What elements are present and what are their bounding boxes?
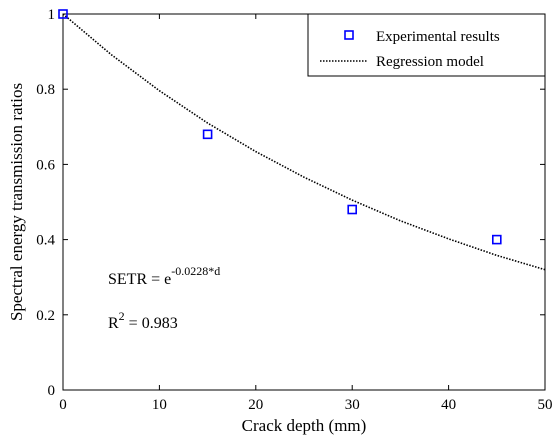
legend-marker-experimental bbox=[344, 30, 354, 40]
x-tick-label: 10 bbox=[152, 397, 167, 413]
plot-area bbox=[62, 13, 546, 391]
legend-label-experimental: Experimental results bbox=[376, 29, 500, 45]
experimental-point bbox=[491, 234, 502, 245]
x-tick-label: 20 bbox=[248, 397, 263, 413]
r2-annotation: R2 = 0.983 bbox=[108, 309, 178, 332]
r2-exponent: 2 bbox=[119, 309, 125, 323]
y-tick-label: 1 bbox=[48, 7, 56, 23]
y-tick-label: 0.4 bbox=[36, 233, 55, 249]
legend-label-regression: Regression model bbox=[376, 54, 484, 70]
r2-value: = 0.983 bbox=[125, 315, 178, 332]
y-axis-ticks: 0 0.2 0.4 0.6 0.8 1 bbox=[36, 7, 545, 399]
regression-line bbox=[62, 13, 546, 271]
experimental-series bbox=[58, 9, 502, 245]
y-tick-label: 0 bbox=[48, 383, 56, 399]
legend: Experimental results Regression model bbox=[307, 13, 546, 77]
x-tick-label: 30 bbox=[345, 397, 360, 413]
regression-series bbox=[62, 13, 546, 271]
x-axis-label: Crack depth (mm) bbox=[242, 416, 367, 435]
y-tick-label: 0.8 bbox=[36, 82, 55, 98]
experimental-point bbox=[347, 204, 358, 215]
experimental-point bbox=[202, 129, 213, 140]
equation-base: SETR = e bbox=[108, 271, 171, 288]
y-axis-label: Spectral energy transmission ratios bbox=[7, 83, 26, 321]
x-tick-label: 40 bbox=[441, 397, 456, 413]
equation-exponent: -0.0228*d bbox=[171, 264, 220, 278]
x-tick-label: 50 bbox=[538, 397, 553, 413]
y-tick-label: 0.2 bbox=[36, 308, 55, 324]
equation-annotation: SETR = e-0.0228*d bbox=[108, 264, 220, 288]
x-tick-label: 0 bbox=[59, 397, 67, 413]
legend-box bbox=[307, 13, 546, 77]
y-tick-label: 0.6 bbox=[36, 157, 55, 173]
experimental-point bbox=[58, 9, 68, 19]
r2-base: R bbox=[108, 315, 119, 332]
